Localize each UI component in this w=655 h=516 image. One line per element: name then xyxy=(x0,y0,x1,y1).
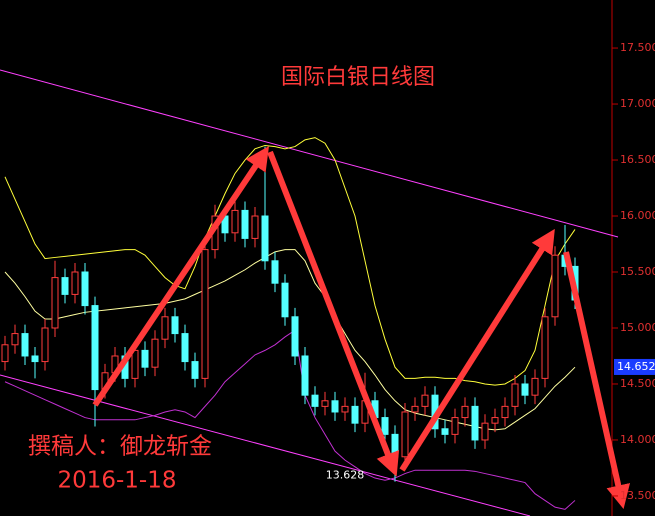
candle-body xyxy=(71,271,79,295)
date: 2016-1-18 xyxy=(57,468,176,494)
chart-title: 国际白银日线图 xyxy=(281,65,435,90)
indicator-line xyxy=(4,329,576,510)
candle-body xyxy=(421,394,429,407)
low-label: 13.628 xyxy=(326,469,365,482)
candle-body xyxy=(291,316,299,357)
plot xyxy=(1,137,579,510)
candle-body xyxy=(241,209,249,239)
candle-body xyxy=(171,316,179,335)
candle-body xyxy=(541,316,549,379)
candle-body xyxy=(511,383,519,407)
candle-body xyxy=(151,338,159,368)
candle-body xyxy=(281,282,289,318)
candle-body xyxy=(441,428,449,435)
candle-body xyxy=(141,349,149,368)
last-price-box xyxy=(614,358,655,375)
candle-body xyxy=(451,417,459,435)
candle-body xyxy=(461,405,469,419)
candle-body xyxy=(21,333,29,357)
candle-body xyxy=(261,215,269,262)
candle-body xyxy=(311,394,319,407)
indicator-line xyxy=(4,249,576,431)
candle-body xyxy=(351,405,359,424)
y-tick-label: 13.500 xyxy=(620,489,655,502)
y-tick-label: 15.500 xyxy=(620,265,655,278)
indicator-line xyxy=(4,137,576,386)
candle-body xyxy=(251,215,259,239)
y-tick-label: 14.000 xyxy=(620,433,655,446)
arrows xyxy=(92,146,631,510)
candle-body xyxy=(201,249,209,379)
y-tick-label: 15.000 xyxy=(620,321,655,334)
candle-body xyxy=(11,333,19,346)
arrow xyxy=(92,146,270,407)
y-tick-label: 16.000 xyxy=(620,209,655,222)
y-tick-label: 17.000 xyxy=(620,97,655,110)
channel-bottom xyxy=(0,374,531,516)
author: 撰稿人：御龙斩金 xyxy=(28,434,212,460)
y-tick-label: 14.500 xyxy=(620,377,655,390)
arrow xyxy=(267,150,400,477)
candle-body xyxy=(391,433,399,458)
candle-body xyxy=(31,355,39,363)
candle-body xyxy=(481,422,489,441)
y-tick-label: 17.500 xyxy=(620,41,655,54)
candle-body xyxy=(471,405,479,441)
candle-body xyxy=(531,377,539,396)
candle-body xyxy=(81,271,89,307)
candle-body xyxy=(501,405,509,419)
candle-body xyxy=(51,277,59,329)
candle-body xyxy=(91,305,99,391)
candle-body xyxy=(271,260,279,284)
candle-body xyxy=(491,417,499,424)
candle-body xyxy=(191,361,199,379)
candle-body xyxy=(331,400,339,413)
candle-body xyxy=(41,327,49,363)
channel-top xyxy=(0,69,619,238)
arrow xyxy=(399,228,555,472)
y-tick-label: 16.500 xyxy=(620,153,655,166)
candle-body xyxy=(61,277,69,295)
candle-body xyxy=(231,209,239,234)
candle-body xyxy=(301,355,309,396)
candle-body xyxy=(411,405,419,413)
candle-body xyxy=(131,349,139,379)
candle-body xyxy=(551,254,559,318)
candle-body xyxy=(181,333,189,363)
candle-body xyxy=(341,405,349,413)
last-price-label: 14.652 xyxy=(617,360,655,373)
candle-body xyxy=(521,383,529,396)
candle-body xyxy=(161,316,169,340)
candle-body xyxy=(1,344,9,363)
candle-body xyxy=(381,417,389,435)
candle-body xyxy=(321,400,329,407)
arrow xyxy=(563,251,631,510)
candle-body xyxy=(401,411,409,458)
